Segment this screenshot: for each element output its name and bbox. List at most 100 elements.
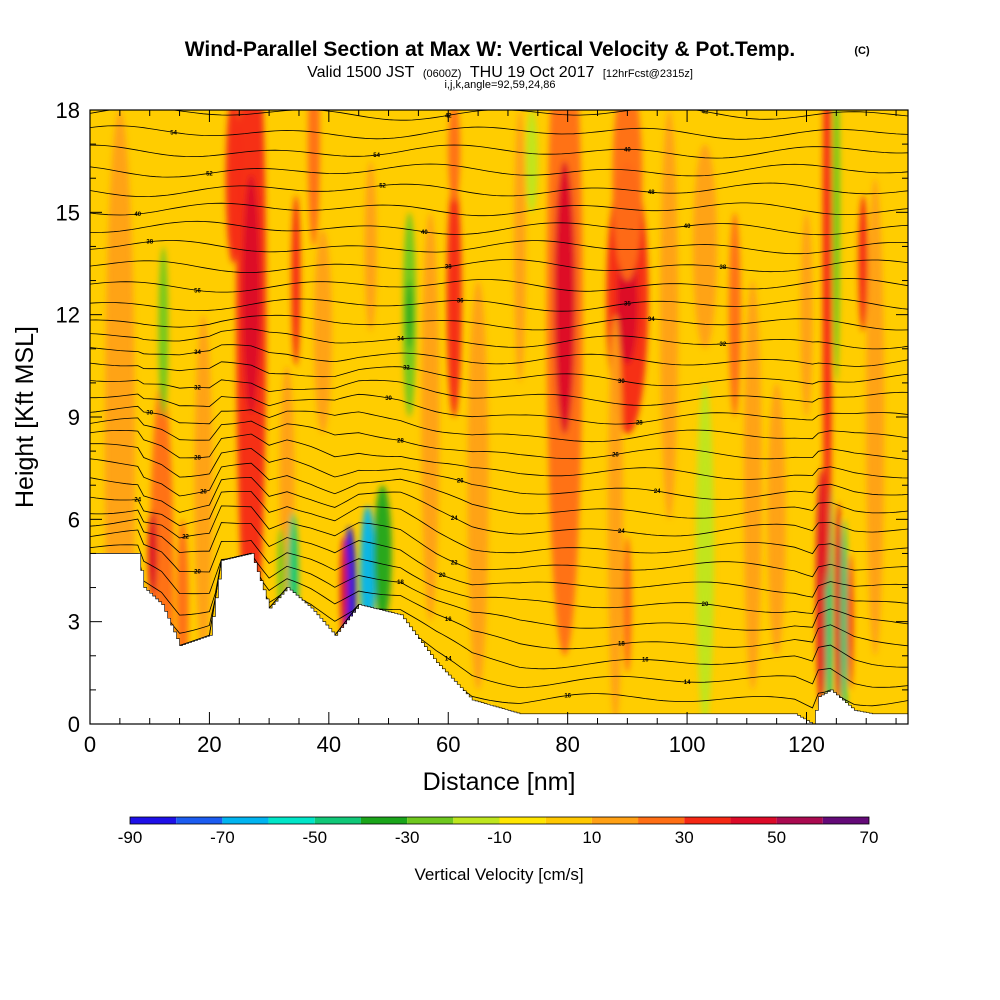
chart-title: Wind-Parallel Section at Max W: Vertical… — [185, 38, 796, 61]
colorbar-swatch-13 — [730, 817, 777, 824]
isentrope-line-7 — [90, 240, 908, 255]
velocity-cell-23 — [448, 110, 461, 203]
plot-area: 4242545440525248404040383838563635343234… — [90, 110, 908, 724]
velocity-cell-3 — [158, 246, 169, 417]
isentrope-label-16: 35 — [624, 301, 631, 307]
isentrope-label-37: 22 — [182, 535, 189, 541]
colorbar-swatch-10 — [591, 817, 639, 824]
y-tick-label: 12 — [56, 303, 80, 328]
isentrope-label-45: 14 — [445, 657, 452, 663]
isentrope-line-5 — [90, 202, 908, 217]
velocity-cell-9 — [291, 195, 301, 366]
velocity-cell-16 — [340, 536, 348, 639]
subtitle-small-b: [12hrFcst@2315z] — [603, 68, 693, 80]
velocity-cell-18 — [373, 485, 392, 622]
velocity-cell-22 — [446, 178, 462, 417]
isentrope-label-8: 40 — [134, 212, 141, 218]
colorbar-label: Vertical Velocity [cm/s] — [414, 865, 583, 884]
colorbar-swatch-7 — [453, 817, 500, 824]
isentrope-label-44: 16 — [642, 657, 649, 663]
isentrope-label-29: 28 — [194, 456, 201, 462]
isentrope-label-7: 48 — [648, 190, 655, 196]
isentrope-label-21: 32 — [403, 366, 410, 372]
isentrope-label-42: 18 — [618, 642, 625, 648]
colorbar — [129, 816, 870, 825]
velocity-cell-46 — [847, 553, 854, 690]
isentrope-line-24 — [90, 505, 908, 578]
velocity-cell-5 — [194, 314, 213, 656]
isentrope-label-19: 34 — [397, 337, 404, 343]
velocity-cell-13 — [307, 110, 320, 247]
velocity-cell-31 — [616, 244, 638, 365]
x-tick-label: 60 — [436, 732, 460, 757]
velocity-cell-39 — [743, 280, 762, 690]
isentrope-label-10: 40 — [684, 224, 691, 230]
velocity-cell-26 — [513, 110, 526, 383]
isentrope-label-6: 52 — [379, 183, 386, 189]
terrain-mask — [90, 553, 908, 724]
colorbar-frame — [129, 816, 870, 825]
isentrope-label-39: 20 — [702, 602, 709, 608]
isentrope-line-4 — [90, 182, 908, 198]
velocity-cell-34 — [622, 536, 632, 673]
colorbar-swatch-9 — [545, 817, 592, 824]
isentrope-line-21 — [90, 458, 908, 519]
velocity-cell-40 — [767, 382, 786, 656]
isentrope-label-41: 18 — [397, 580, 404, 586]
velocity-cell-48 — [832, 110, 840, 383]
velocity-cell-49 — [858, 195, 868, 332]
colorbar-swatch-6 — [407, 817, 454, 824]
colorbar-swatch-15 — [822, 817, 869, 824]
isentrope-label-4: 40 — [624, 147, 631, 153]
colorbar-tick-label: -70 — [210, 828, 235, 847]
velocity-cell-35 — [696, 382, 714, 724]
colorbar-swatch-2 — [222, 817, 269, 824]
isentrope-label-30: 26 — [457, 479, 464, 485]
y-tick-label: 0 — [68, 712, 80, 737]
isentrope-labels: 4242545440525248404040383838563635343234… — [134, 110, 727, 699]
colorbar-swatch-4 — [314, 817, 361, 824]
y-tick-label: 9 — [68, 405, 80, 430]
x-tick-label: 80 — [555, 732, 579, 757]
isentrope-label-36: 22 — [451, 560, 458, 566]
chart-subtitle: Valid 1500 JST (0600Z) THU 19 Oct 2017 [… — [307, 64, 693, 81]
y-axis-label: Height [Kft MSL] — [11, 326, 39, 508]
isentrope-line-14 — [90, 361, 908, 386]
velocity-cell-38 — [728, 212, 741, 417]
isentrope-label-38: 20 — [439, 573, 446, 579]
isentrope-line-15 — [90, 379, 908, 406]
velocity-cell-14 — [313, 229, 332, 435]
isentrope-line-23 — [90, 491, 908, 555]
x-tick-label: 0 — [84, 732, 96, 757]
velocity-cell-50 — [866, 178, 885, 656]
colorbar-ticks: -90 -70 -50 -30 -10 10 30 50 70 — [118, 828, 879, 847]
colorbar-tick-label: 10 — [582, 828, 601, 847]
isentrope-line-19 — [90, 429, 908, 480]
isentropes — [90, 110, 908, 709]
colorbar-swatch-1 — [176, 817, 223, 824]
x-tick-label: 20 — [197, 732, 221, 757]
chart-subtitle-2: i,j,k,angle=92,59,24,86 — [444, 79, 555, 91]
isentrope-label-43: 16 — [445, 617, 452, 623]
isentrope-label-2: 54 — [170, 130, 177, 136]
y-tick-label: 18 — [56, 98, 80, 123]
velocity-cell-8 — [225, 110, 241, 264]
colorbar-tick-label: -10 — [487, 828, 512, 847]
isentrope-label-1: 42 — [702, 110, 709, 116]
velocity-cell-20 — [406, 280, 413, 349]
colorbar-swatch-11 — [638, 817, 685, 824]
isentrope-line-12 — [90, 328, 908, 350]
isentrope-label-40: 20 — [194, 570, 201, 576]
isentrope-line-25 — [90, 518, 908, 598]
velocity-cell-44 — [834, 502, 843, 707]
velocity-cell-41 — [800, 212, 813, 417]
velocity-cell-32 — [612, 110, 643, 281]
velocity-cell-37 — [693, 144, 717, 349]
title-mark: (C) — [854, 45, 870, 57]
colorbar-swatch-5 — [360, 817, 408, 824]
isentrope-label-13: 38 — [720, 265, 727, 271]
isentrope-line-18 — [90, 417, 908, 460]
velocity-cell-45 — [840, 519, 848, 724]
x-axis-label: Distance [nm] — [423, 768, 576, 796]
